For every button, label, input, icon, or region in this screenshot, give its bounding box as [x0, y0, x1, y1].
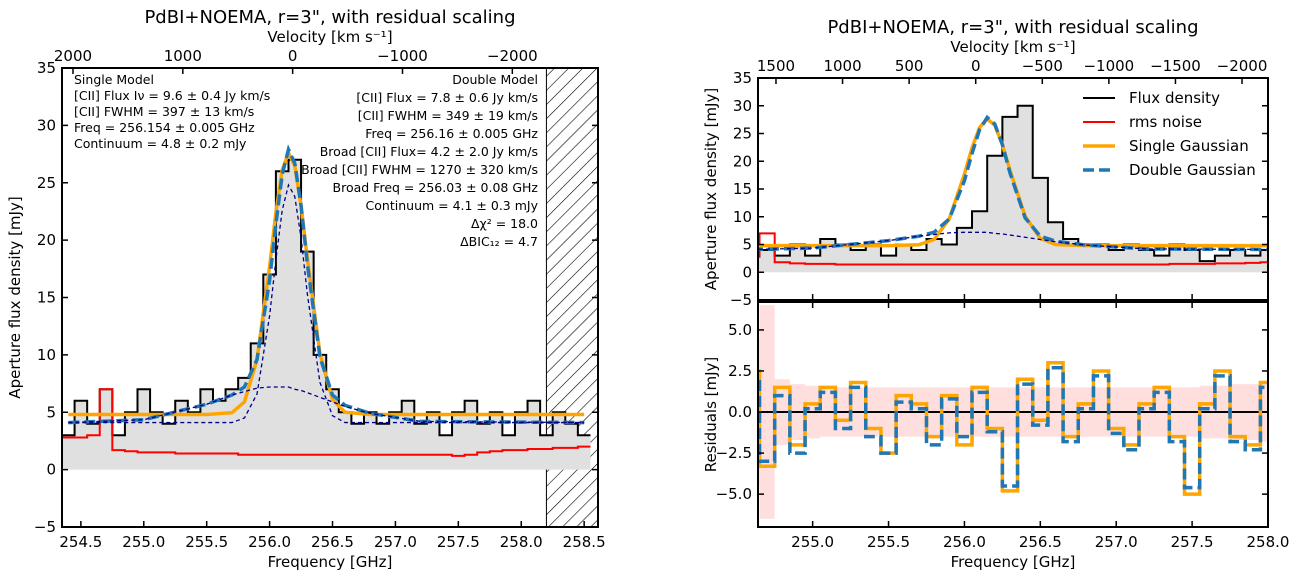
x2-tick-label: −2000 [487, 47, 538, 65]
legend-label: Double Gaussian [1129, 161, 1256, 179]
x2-tick-label: 1000 [164, 47, 202, 65]
x-tick-label: 256.0 [248, 533, 291, 551]
x2-tick-label: 1500 [757, 57, 795, 75]
x2-tick-label: 0 [288, 47, 298, 65]
step-line [758, 232, 1268, 266]
annotation: Double Model [452, 72, 538, 87]
annotation: Continuum = 4.8 ± 0.2 mJy [74, 136, 247, 151]
step-line [62, 388, 591, 457]
x2-tick-label: −1000 [1083, 57, 1134, 75]
annotation: Continuum = 4.1 ± 0.3 mJy [366, 198, 539, 213]
chart-title: PdBI+NOEMA, r=3", with residual scaling [827, 17, 1198, 38]
x2-tick-label: −1500 [1150, 57, 1201, 75]
y-tick-label: −5.0 [716, 485, 752, 503]
y-tick-label: 20 [37, 231, 56, 249]
x-tick-label: 258.0 [500, 533, 543, 551]
annotation: Broad Freq = 256.03 ± 0.08 GHz [333, 180, 539, 195]
x2-tick-label: −1000 [377, 47, 428, 65]
y-tick-label: 2.5 [728, 362, 752, 380]
axes-frame [757, 301, 1269, 528]
y-tick-label: 35 [37, 59, 56, 77]
x-tick-label: 258.5 [563, 533, 606, 551]
y-tick-label: 0 [46, 461, 56, 479]
y-tick-label: 5.0 [728, 321, 752, 339]
x-tick-label: 255.5 [867, 533, 910, 551]
x2-tick-label: 500 [895, 57, 924, 75]
annotation: [CII] Flux Iν = 9.6 ± 0.4 Jy km/s [74, 88, 270, 103]
annotation: [CII] FWHM = 397 ± 13 km/s [74, 104, 254, 119]
legend-label: rms noise [1129, 113, 1202, 131]
y-axis-label: Aperture flux density [mJy] [702, 88, 720, 290]
x2-tick-label: 0 [971, 57, 981, 75]
annotation: Δχ² = 18.0 [471, 216, 538, 231]
annotation: ΔBIC₁₂ = 4.7 [460, 234, 538, 249]
annotation: Broad [CII] FWHM = 1270 ± 320 km/s [301, 162, 538, 177]
x-tick-label: 255.5 [185, 533, 228, 551]
y-tick-label: 5 [46, 403, 56, 421]
x2-tick-label: 1000 [823, 57, 861, 75]
model-line [758, 114, 1268, 252]
annotation: Single Model [74, 72, 154, 87]
x2-axis-label: Velocity [km s⁻¹] [267, 28, 392, 46]
x-tick-label: 256.5 [1019, 533, 1062, 551]
y-axis-label: Aperture flux density [mJy] [6, 196, 24, 398]
x-tick-label: 254.5 [59, 533, 102, 551]
step-line [758, 365, 1268, 490]
y-tick-label: 30 [37, 116, 56, 134]
x2-tick-label: 2000 [54, 47, 92, 65]
flux-fill [758, 105, 1268, 273]
x-tick-label: 255.0 [791, 533, 834, 551]
model-line [68, 144, 585, 425]
y-tick-label: −2.5 [716, 444, 752, 462]
x2-axis-label: Velocity [km s⁻¹] [950, 38, 1075, 56]
x-tick-label: 257.5 [1171, 533, 1214, 551]
x-tick-label: 258.0 [1247, 533, 1290, 551]
plot-area [758, 104, 1268, 273]
annotation: Freq = 256.154 ± 0.005 GHz [74, 120, 255, 135]
x-tick-label: 255.0 [122, 533, 165, 551]
chart-title: PdBI+NOEMA, r=3", with residual scaling [144, 7, 515, 28]
y-tick-label: 35 [733, 69, 752, 87]
x-tick-label: 257.0 [1095, 533, 1138, 551]
x-tick-label: 257.5 [437, 533, 480, 551]
y-tick-label: 10 [733, 208, 752, 226]
y-tick-label: 15 [733, 180, 752, 198]
y-tick-label: 25 [733, 125, 752, 143]
legend-label: Flux density [1129, 89, 1220, 107]
x-tick-label: 256.5 [311, 533, 354, 551]
model-line [68, 386, 585, 424]
y-tick-label: 10 [37, 346, 56, 364]
y-axis-label: Residuals [mJy] [702, 357, 720, 473]
annotation: [CII] FWHM = 349 ± 19 km/s [358, 108, 538, 123]
model-line [68, 183, 585, 424]
x-tick-label: 256.0 [943, 533, 986, 551]
y-tick-label: 0 [742, 263, 752, 281]
legend-label: Single Gaussian [1129, 137, 1249, 155]
flux-fill [62, 159, 591, 470]
x2-tick-label: −2000 [1217, 57, 1268, 75]
y-tick-label: −5 [34, 518, 56, 536]
y-tick-label: −5 [730, 291, 752, 309]
y-tick-label: 25 [37, 174, 56, 192]
x-axis-label: Frequency [GHz] [268, 553, 393, 571]
x2-tick-label: −500 [1022, 57, 1063, 75]
y-tick-label: 5 [742, 236, 752, 254]
annotation: [CII] Flux = 7.8 ± 0.6 Jy km/s [356, 90, 538, 105]
annotation: Broad [CII] Flux= 4.2 ± 2.0 Jy km/s [320, 144, 538, 159]
annotation: Freq = 256.16 ± 0.005 GHz [365, 126, 538, 141]
y-tick-label: 0.0 [728, 403, 752, 421]
x-axis-label: Frequency [GHz] [951, 553, 1076, 571]
step-line [758, 104, 1268, 263]
x-tick-label: 257.0 [374, 533, 417, 551]
y-tick-label: 30 [733, 97, 752, 115]
y-tick-label: 20 [733, 152, 752, 170]
plot-area [62, 68, 598, 527]
y-tick-label: 15 [37, 289, 56, 307]
plot-area [758, 305, 1268, 519]
